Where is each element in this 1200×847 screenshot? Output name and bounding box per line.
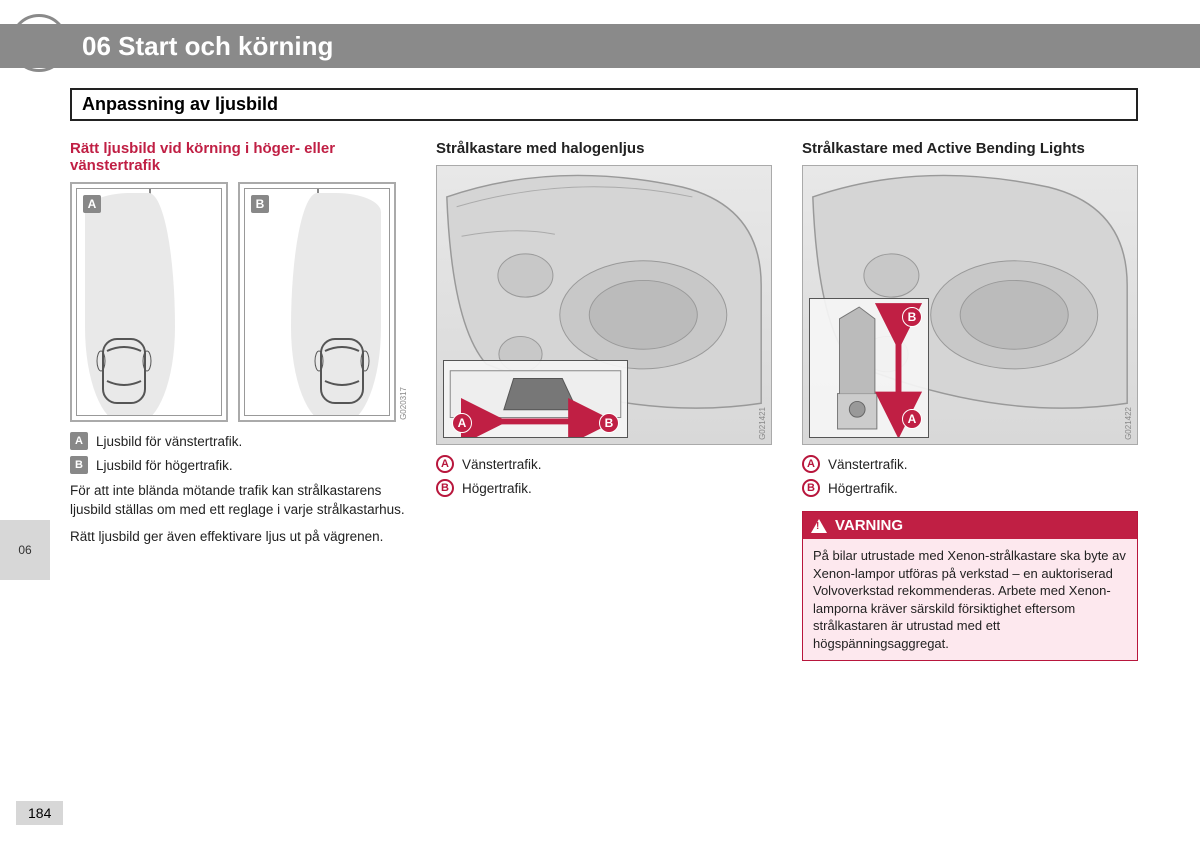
col3-legend-b: B Högertrafik. (802, 479, 1138, 497)
badge-b: B (802, 479, 820, 497)
col3-text-b: Högertrafik. (828, 481, 898, 496)
content-columns: Rätt ljusbild vid körning i höger- eller… (70, 140, 1138, 767)
col2-text-b: Högertrafik. (462, 481, 532, 496)
image-code: G021421 (758, 407, 767, 440)
inset-badge-b: B (902, 307, 922, 327)
column-2: Strålkastare med halogenljus (436, 140, 772, 767)
section-title: Anpassning av ljusbild (70, 88, 1138, 121)
inset-badge-b: B (599, 413, 619, 433)
car-icon (307, 321, 377, 411)
inset-badge-a: A (452, 413, 472, 433)
badge-a: A (70, 432, 88, 450)
badge-b: B (70, 456, 88, 474)
abl-diagram: B A G021422 (802, 165, 1138, 445)
road-diagram-a: A (70, 182, 228, 422)
col2-text-a: Vänstertrafik. (462, 457, 542, 472)
col3-legend-a: A Vänstertrafik. (802, 455, 1138, 473)
col3-heading: Strålkastare med Active Bending Lights (802, 140, 1138, 157)
page-number: 184 (16, 801, 63, 825)
side-tab: 06 (0, 520, 50, 580)
legend-b: B Ljusbild för högertrafik. (70, 456, 406, 474)
column-3: Strålkastare med Active Bending Lights (802, 140, 1138, 767)
column-1: Rätt ljusbild vid körning i höger- eller… (70, 140, 406, 767)
warning-body: På bilar utrustade med Xenon-strålkastar… (803, 539, 1137, 660)
halogen-inset: A B (443, 360, 628, 438)
warning-title: VARNING (835, 517, 903, 534)
col1-para1: För att inte blända mötande trafik kan s… (70, 482, 406, 520)
road-b-badge: B (251, 195, 269, 213)
car-icon (89, 321, 159, 411)
col3-text-a: Vänstertrafik. (828, 457, 908, 472)
badge-a: A (802, 455, 820, 473)
col2-heading: Strålkastare med halogenljus (436, 140, 772, 157)
legend-a-text: Ljusbild för vänstertrafik. (96, 434, 242, 449)
warning-triangle-icon (811, 519, 827, 533)
warning-header: VARNING (803, 512, 1137, 539)
col2-legend-b: B Högertrafik. (436, 479, 772, 497)
chapter-header: 06 Start och körning (0, 24, 1200, 68)
warning-box: VARNING På bilar utrustade med Xenon-str… (802, 511, 1138, 661)
road-diagram-b: B (238, 182, 396, 422)
road-a-badge: A (83, 195, 101, 213)
legend-a: A Ljusbild för vänstertrafik. (70, 432, 406, 450)
col2-legend-a: A Vänstertrafik. (436, 455, 772, 473)
legend-b-text: Ljusbild för högertrafik. (96, 458, 233, 473)
inset-badge-a: A (902, 409, 922, 429)
image-code: G021422 (1124, 407, 1133, 440)
col1-heading: Rätt ljusbild vid körning i höger- eller… (70, 140, 406, 174)
chapter-title: 06 Start och körning (82, 31, 333, 62)
col1-para2: Rätt ljusbild ger även effektivare ljus … (70, 528, 406, 547)
badge-a: A (436, 455, 454, 473)
halogen-diagram: A B G021421 (436, 165, 772, 445)
badge-b: B (436, 479, 454, 497)
image-code: G020317 (399, 387, 408, 420)
abl-inset: B A (809, 298, 929, 438)
